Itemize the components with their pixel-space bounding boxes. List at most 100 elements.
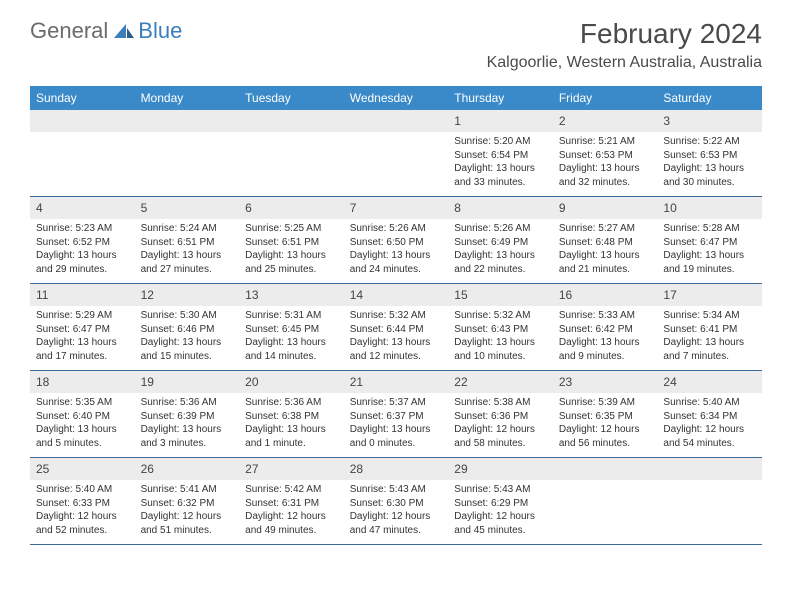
- day-line-d2: and 52 minutes.: [36, 524, 129, 538]
- day-body: Sunrise: 5:40 AMSunset: 6:33 PMDaylight:…: [30, 480, 135, 543]
- day-line-d2: and 27 minutes.: [141, 263, 234, 277]
- day-line-d2: and 5 minutes.: [36, 437, 129, 451]
- day-cell: 26Sunrise: 5:41 AMSunset: 6:32 PMDayligh…: [135, 458, 240, 544]
- day-cell: 5Sunrise: 5:24 AMSunset: 6:51 PMDaylight…: [135, 197, 240, 283]
- day-line-sr: Sunrise: 5:40 AM: [663, 396, 756, 410]
- day-body: Sunrise: 5:43 AMSunset: 6:30 PMDaylight:…: [344, 480, 449, 543]
- day-line-sr: Sunrise: 5:34 AM: [663, 309, 756, 323]
- logo-sail-icon: [112, 22, 136, 40]
- day-number: 1: [448, 110, 553, 132]
- day-cell: 8Sunrise: 5:26 AMSunset: 6:49 PMDaylight…: [448, 197, 553, 283]
- week-row: 11Sunrise: 5:29 AMSunset: 6:47 PMDayligh…: [30, 284, 762, 371]
- day-body: Sunrise: 5:41 AMSunset: 6:32 PMDaylight:…: [135, 480, 240, 543]
- day-body: Sunrise: 5:43 AMSunset: 6:29 PMDaylight:…: [448, 480, 553, 543]
- day-body: Sunrise: 5:40 AMSunset: 6:34 PMDaylight:…: [657, 393, 762, 456]
- day-line-d2: and 3 minutes.: [141, 437, 234, 451]
- day-body: Sunrise: 5:42 AMSunset: 6:31 PMDaylight:…: [239, 480, 344, 543]
- day-cell: 1Sunrise: 5:20 AMSunset: 6:54 PMDaylight…: [448, 110, 553, 196]
- day-line-d1: Daylight: 13 hours: [454, 249, 547, 263]
- day-number: 10: [657, 197, 762, 219]
- day-number-empty: [657, 458, 762, 480]
- day-number: 22: [448, 371, 553, 393]
- week-row: 18Sunrise: 5:35 AMSunset: 6:40 PMDayligh…: [30, 371, 762, 458]
- day-line-sr: Sunrise: 5:29 AM: [36, 309, 129, 323]
- day-body: Sunrise: 5:20 AMSunset: 6:54 PMDaylight:…: [448, 132, 553, 195]
- day-number: 6: [239, 197, 344, 219]
- day-line-d1: Daylight: 13 hours: [663, 249, 756, 263]
- day-cell: [344, 110, 449, 196]
- day-number-empty: [553, 458, 658, 480]
- day-line-d1: Daylight: 13 hours: [245, 423, 338, 437]
- day-line-sr: Sunrise: 5:26 AM: [350, 222, 443, 236]
- calendar-grid: SundayMondayTuesdayWednesdayThursdayFrid…: [30, 86, 762, 545]
- day-line-d1: Daylight: 13 hours: [141, 336, 234, 350]
- day-number: 16: [553, 284, 658, 306]
- day-number: 7: [344, 197, 449, 219]
- day-line-d2: and 0 minutes.: [350, 437, 443, 451]
- day-line-sr: Sunrise: 5:30 AM: [141, 309, 234, 323]
- day-line-d1: Daylight: 13 hours: [245, 249, 338, 263]
- day-number: 5: [135, 197, 240, 219]
- day-number: 13: [239, 284, 344, 306]
- day-cell: 10Sunrise: 5:28 AMSunset: 6:47 PMDayligh…: [657, 197, 762, 283]
- day-number-empty: [135, 110, 240, 132]
- day-cell: [553, 458, 658, 544]
- day-cell: 6Sunrise: 5:25 AMSunset: 6:51 PMDaylight…: [239, 197, 344, 283]
- day-number: 28: [344, 458, 449, 480]
- day-line-d1: Daylight: 12 hours: [36, 510, 129, 524]
- day-number-empty: [30, 110, 135, 132]
- day-cell: 2Sunrise: 5:21 AMSunset: 6:53 PMDaylight…: [553, 110, 658, 196]
- day-number: 20: [239, 371, 344, 393]
- day-line-d1: Daylight: 13 hours: [245, 336, 338, 350]
- day-line-sr: Sunrise: 5:36 AM: [141, 396, 234, 410]
- day-line-d1: Daylight: 12 hours: [454, 423, 547, 437]
- day-line-d2: and 25 minutes.: [245, 263, 338, 277]
- day-cell: 13Sunrise: 5:31 AMSunset: 6:45 PMDayligh…: [239, 284, 344, 370]
- day-line-ss: Sunset: 6:39 PM: [141, 410, 234, 424]
- day-line-ss: Sunset: 6:34 PM: [663, 410, 756, 424]
- day-line-d2: and 49 minutes.: [245, 524, 338, 538]
- day-line-sr: Sunrise: 5:43 AM: [454, 483, 547, 497]
- day-line-d1: Daylight: 13 hours: [36, 423, 129, 437]
- day-number: 23: [553, 371, 658, 393]
- day-line-sr: Sunrise: 5:38 AM: [454, 396, 547, 410]
- day-body: Sunrise: 5:29 AMSunset: 6:47 PMDaylight:…: [30, 306, 135, 369]
- day-line-ss: Sunset: 6:30 PM: [350, 497, 443, 511]
- day-line-ss: Sunset: 6:37 PM: [350, 410, 443, 424]
- day-number: 9: [553, 197, 658, 219]
- day-line-d2: and 22 minutes.: [454, 263, 547, 277]
- day-line-d1: Daylight: 12 hours: [454, 510, 547, 524]
- day-cell: 22Sunrise: 5:38 AMSunset: 6:36 PMDayligh…: [448, 371, 553, 457]
- day-line-d2: and 12 minutes.: [350, 350, 443, 364]
- day-line-d1: Daylight: 13 hours: [454, 336, 547, 350]
- day-body: Sunrise: 5:27 AMSunset: 6:48 PMDaylight:…: [553, 219, 658, 282]
- day-body: Sunrise: 5:26 AMSunset: 6:49 PMDaylight:…: [448, 219, 553, 282]
- day-line-sr: Sunrise: 5:41 AM: [141, 483, 234, 497]
- day-line-ss: Sunset: 6:51 PM: [141, 236, 234, 250]
- day-line-sr: Sunrise: 5:22 AM: [663, 135, 756, 149]
- day-body: Sunrise: 5:23 AMSunset: 6:52 PMDaylight:…: [30, 219, 135, 282]
- day-number: 21: [344, 371, 449, 393]
- day-number: 27: [239, 458, 344, 480]
- day-line-d1: Daylight: 12 hours: [141, 510, 234, 524]
- day-line-sr: Sunrise: 5:24 AM: [141, 222, 234, 236]
- day-line-sr: Sunrise: 5:26 AM: [454, 222, 547, 236]
- day-line-d2: and 10 minutes.: [454, 350, 547, 364]
- day-body: Sunrise: 5:37 AMSunset: 6:37 PMDaylight:…: [344, 393, 449, 456]
- day-cell: 23Sunrise: 5:39 AMSunset: 6:35 PMDayligh…: [553, 371, 658, 457]
- day-line-d1: Daylight: 13 hours: [36, 336, 129, 350]
- week-row: 4Sunrise: 5:23 AMSunset: 6:52 PMDaylight…: [30, 197, 762, 284]
- weekday-header: Thursday: [448, 86, 553, 110]
- day-line-ss: Sunset: 6:44 PM: [350, 323, 443, 337]
- day-number: 26: [135, 458, 240, 480]
- day-line-d1: Daylight: 13 hours: [559, 249, 652, 263]
- day-number: 12: [135, 284, 240, 306]
- day-line-d2: and 14 minutes.: [245, 350, 338, 364]
- day-line-d2: and 51 minutes.: [141, 524, 234, 538]
- day-line-d2: and 32 minutes.: [559, 176, 652, 190]
- day-cell: [657, 458, 762, 544]
- day-number: 14: [344, 284, 449, 306]
- day-body: Sunrise: 5:34 AMSunset: 6:41 PMDaylight:…: [657, 306, 762, 369]
- day-line-sr: Sunrise: 5:37 AM: [350, 396, 443, 410]
- day-line-ss: Sunset: 6:31 PM: [245, 497, 338, 511]
